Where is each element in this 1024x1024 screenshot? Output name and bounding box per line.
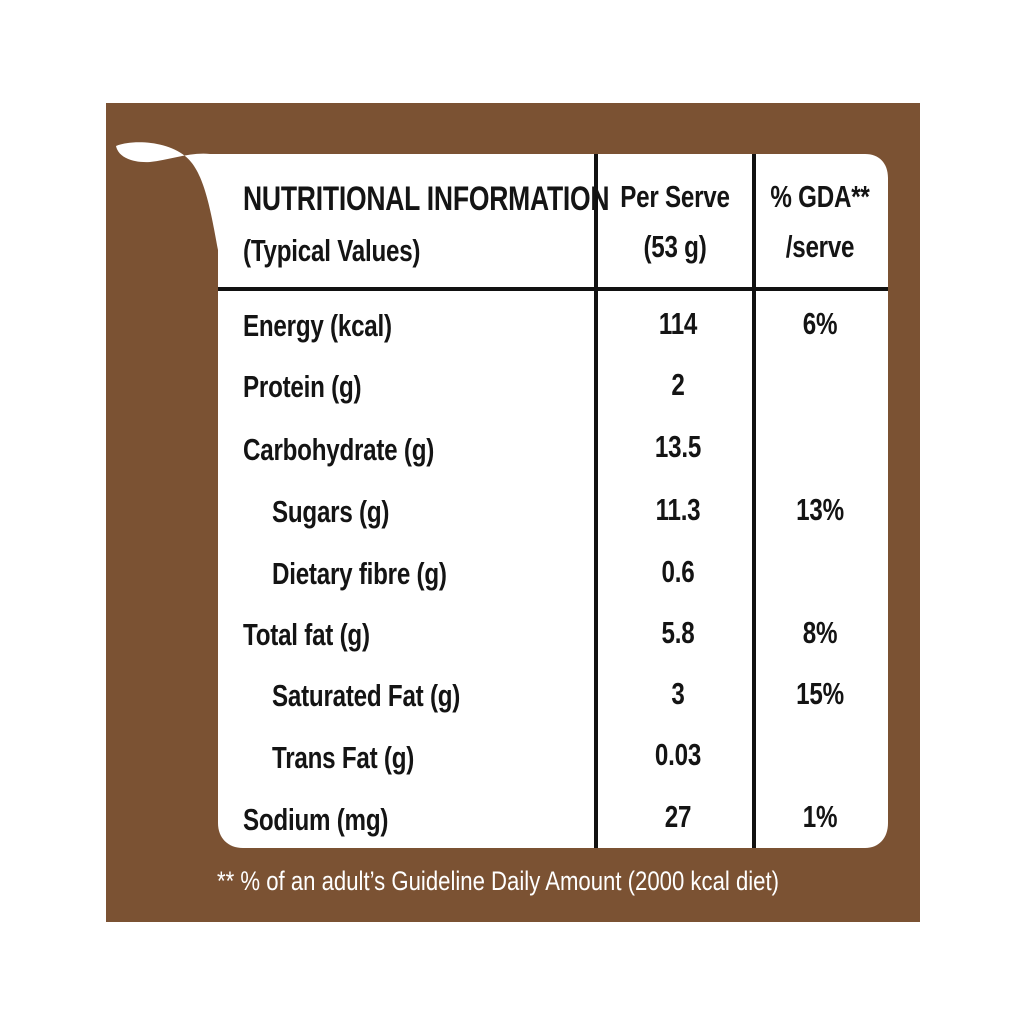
per-serve-header: Per Serve (620, 179, 730, 214)
gda-footnote: ** % of an adult’s Guideline Daily Amoun… (217, 866, 780, 896)
column-divider-1 (594, 154, 598, 848)
per-serve-value: 2 (671, 367, 685, 402)
header-divider (218, 287, 888, 291)
per-serve-value: 0.03 (654, 737, 702, 772)
nutrient-name: Sugars (g) (272, 494, 390, 529)
gda-value: 13% (796, 492, 844, 527)
gda-value: 15% (796, 676, 844, 711)
table-title: NUTRITIONAL INFORMATION (243, 180, 610, 218)
gda-value: 1% (802, 799, 838, 834)
nutrient-name: Carbohydrate (g) (243, 432, 435, 467)
per-serve-value: 11.3 (655, 492, 701, 527)
table-subtitle: (Typical Values) (243, 233, 421, 268)
nutrient-name: Trans Fat (g) (272, 740, 415, 775)
per-serve-value: 5.8 (661, 615, 695, 650)
gda-header: % GDA** (770, 179, 870, 214)
per-serve-value: 13.5 (654, 429, 702, 464)
gda-value: 8% (802, 615, 838, 650)
per-serve-value: 0.6 (661, 554, 695, 589)
gda-value: 6% (802, 306, 838, 341)
per-serve-value: 3 (671, 676, 685, 711)
nutrient-name: Sodium (mg) (243, 802, 389, 837)
per-serve-value: 27 (664, 799, 692, 834)
nutrient-name: Energy (kcal) (243, 308, 392, 343)
per-serve-amount: (53 g) (643, 229, 707, 264)
nutrient-name: Saturated Fat (g) (272, 678, 461, 713)
column-divider-2 (752, 154, 756, 848)
gda-subheader: /serve (785, 229, 855, 264)
nutrient-name: Total fat (g) (243, 617, 370, 652)
per-serve-value: 114 (658, 306, 698, 341)
nutrient-name: Dietary fibre (g) (272, 556, 447, 591)
nutrient-name: Protein (g) (243, 369, 362, 404)
